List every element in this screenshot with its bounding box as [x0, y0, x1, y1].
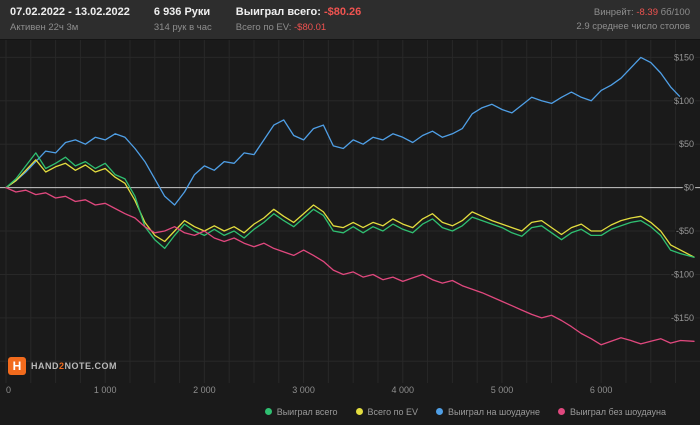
hands-per-hour: 314 рук в час — [153, 21, 212, 33]
legend-item-1[interactable]: Всего по EV — [355, 406, 419, 417]
winnings-block: Выиграл всего: -$80.26 Всего по EV: -$80… — [236, 5, 361, 34]
date-range: 07.02.2022 - 13.02.2022 — [10, 6, 130, 19]
hand2note-logo-text: HAND2NOTE.COM — [31, 361, 117, 371]
ev-total-row: Всего по EV: -$80.01 — [236, 21, 361, 34]
hand2note-logo: H HAND2NOTE.COM — [8, 357, 117, 375]
legend-dot-icon — [355, 408, 363, 415]
won-total-row: Выиграл всего: -$80.26 — [236, 5, 361, 20]
legend-label: Выиграл на шоудауне — [448, 406, 540, 417]
x-axis-label: 5 000 — [490, 385, 514, 395]
winrate-label: Винрейт: — [593, 7, 634, 19]
x-axis-label: 1 000 — [93, 385, 117, 395]
x-axis-labels: 0 1 000 2 000 3 000 4 000 5 000 6 000 — [0, 383, 700, 398]
y-axis-label: $0 — [684, 183, 694, 193]
chart-background — [0, 40, 700, 383]
x-axis-label: 3 000 — [292, 385, 315, 395]
won-total-label: Выиграл всего: — [235, 6, 321, 19]
legend-item-2[interactable]: Выиграл на шоудауне — [436, 407, 540, 417]
y-axis-label: $100 — [674, 96, 694, 106]
y-axis-label: $50 — [679, 139, 694, 149]
stats-header: 07.02.2022 - 13.02.2022 Активен 22ч 3м 6… — [0, 0, 700, 40]
series-line-0 — [5, 152, 695, 258]
y-axis-label: $150 — [674, 52, 694, 62]
series-line-2 — [5, 56, 695, 206]
hands-count: 6 936 Руки — [153, 6, 211, 19]
active-time: Активен 22ч 3м — [10, 21, 79, 33]
x-axis-label: 2 000 — [193, 385, 216, 395]
y-axis-label: -$100 — [671, 269, 694, 279]
logo-text-hand: HAND — [31, 361, 59, 371]
winnings-graph: $150 $100 $50 $0 -$50 -$100 -$150 — [0, 40, 700, 383]
y-axis-label: -$50 — [676, 226, 694, 236]
winrate-row: Винрейт: -8.39 бб/100 — [576, 6, 690, 19]
legend-item-3[interactable]: Выиграл без шоудауна — [558, 407, 666, 417]
legend-dot-icon — [558, 408, 565, 415]
y-axis-label: -$150 — [671, 313, 694, 323]
x-axis-label: 4 000 — [391, 385, 415, 395]
legend-label: Всего по EV — [367, 406, 419, 417]
chart-legend: Выиграл всего Всего по EV Выиграл на шоуда… — [0, 398, 700, 425]
winrate-block: Винрейт: -8.39 бб/100 2.9 среднее число … — [576, 6, 690, 33]
avg-tables: 2.9 среднее число столов — [576, 20, 690, 32]
legend-label: Выиграл всего — [276, 406, 338, 417]
legend-label: Выиграл без шоудауна — [570, 406, 666, 417]
logo-text-2: 2 — [59, 361, 65, 371]
ev-total-value: -$80.01 — [294, 21, 327, 33]
winrate-unit: бб/100 — [660, 7, 690, 19]
x-axis-label: 0 — [6, 385, 12, 395]
chart-area: $150 $100 $50 $0 -$50 -$100 -$150 H HAND2NOTE.… — [0, 40, 700, 383]
legend-dot-icon — [264, 408, 272, 415]
x-axis-label: 6 000 — [589, 385, 613, 395]
legend-item-0[interactable]: Выиграл всего — [264, 406, 338, 417]
ev-total-label: Всего по EV: — [235, 21, 292, 33]
series-line-3 — [5, 186, 695, 346]
legend-dot-icon — [436, 408, 444, 415]
series-line-1 — [5, 159, 695, 258]
logo-text-note: NOTE.COM — [64, 361, 118, 371]
hands-block: 6 936 Руки 314 рук в час — [154, 5, 212, 34]
winrate-value: -8.39 — [636, 7, 658, 19]
date-range-block: 07.02.2022 - 13.02.2022 Активен 22ч 3м — [10, 5, 130, 34]
hand2note-logo-icon: H — [8, 357, 26, 375]
won-total-value: -$80.26 — [323, 6, 362, 19]
